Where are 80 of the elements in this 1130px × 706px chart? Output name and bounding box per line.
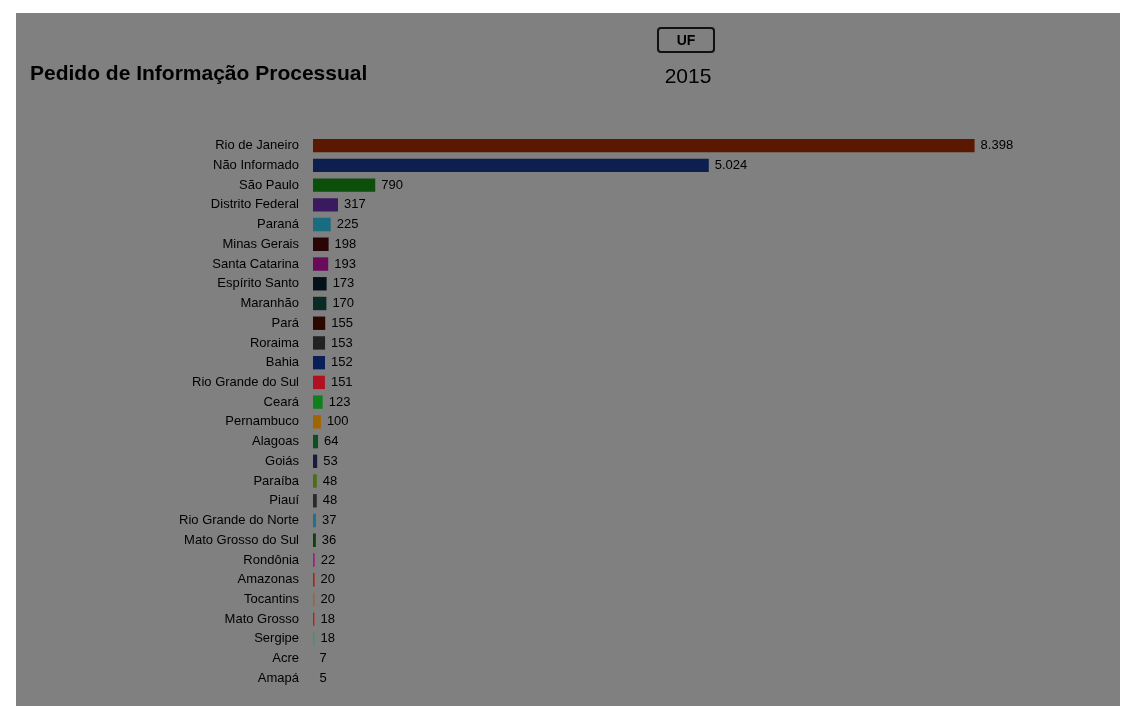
bar	[313, 316, 326, 330]
bar	[313, 375, 325, 390]
data-label: 22	[320, 551, 336, 567]
uf-button: UF	[657, 27, 715, 53]
data-label: 173	[332, 275, 355, 291]
y-tick-label: Sergipe	[254, 630, 299, 646]
bar	[313, 474, 317, 488]
y-tick-label: Goiás	[265, 452, 300, 468]
data-label: 36	[321, 531, 337, 547]
bar	[313, 395, 323, 409]
data-label: 5	[319, 669, 327, 685]
y-tick-label: Santa Catarina	[212, 255, 300, 271]
y-tick-label: Amapá	[257, 669, 300, 685]
y-tick-label: Paraíba	[253, 472, 300, 488]
data-label: 193	[334, 255, 356, 271]
y-tick-label: Alagoas	[252, 433, 300, 449]
y-tick-label: Pernambuco	[225, 413, 299, 429]
bar	[313, 513, 316, 528]
y-tick-label: Bahia	[265, 354, 300, 370]
bar	[313, 257, 329, 271]
y-tick-label: Rio de Janeiro	[215, 137, 299, 153]
y-tick-label: Rio Grande do Sul	[192, 373, 300, 389]
data-label: 48	[322, 492, 338, 508]
y-tick-label: Paraná	[257, 216, 300, 232]
data-label: 123	[328, 393, 351, 409]
data-label: 152	[330, 354, 353, 370]
y-tick-label: Minas Gerais	[222, 235, 300, 251]
bar	[313, 178, 376, 192]
bar	[313, 415, 321, 429]
y-tick-label: Rondônia	[243, 551, 300, 567]
bar	[313, 138, 975, 153]
chart-title: Pedido de Informação Processual	[30, 61, 368, 85]
data-label: 155	[331, 314, 353, 330]
y-tick-label: Roraima	[249, 334, 300, 350]
bar	[313, 533, 316, 547]
bar	[313, 198, 338, 212]
data-label: 20	[320, 571, 336, 587]
bar	[313, 494, 317, 508]
y-tick-label: Acre	[272, 650, 299, 666]
y-tick-label: Tocantins	[244, 591, 300, 606]
data-label: 7	[319, 650, 327, 666]
data-label: 18	[320, 610, 335, 626]
y-tick-label: Amazonas	[237, 571, 300, 587]
data-label: 20	[320, 591, 336, 606]
data-label: 100	[326, 413, 349, 429]
bar	[313, 277, 327, 291]
y-tick-label: São Paulo	[239, 176, 299, 192]
y-tick-label: Não Informado	[213, 156, 299, 172]
data-label: 790	[381, 176, 403, 192]
bar	[313, 454, 318, 469]
data-label: 225	[336, 216, 359, 232]
bar	[313, 237, 329, 252]
data-label: 37	[321, 512, 337, 528]
data-label: 151	[330, 373, 353, 389]
bar	[313, 336, 326, 350]
data-label: 5.024	[714, 156, 748, 172]
data-label: 64	[324, 433, 339, 449]
data-label: 18	[320, 630, 335, 646]
data-label: 48	[322, 472, 338, 488]
y-tick-label: Rio Grande do Norte	[179, 512, 299, 528]
data-label: 170	[332, 295, 355, 311]
data-label: 53	[323, 452, 338, 468]
y-tick-label: Distrito Federal	[210, 196, 300, 212]
bar	[313, 296, 327, 311]
y-tick-label: Maranhão	[240, 295, 299, 311]
data-label: 8.398	[980, 137, 1014, 153]
bar	[313, 355, 325, 370]
chart-subtitle: 2015	[663, 64, 713, 88]
y-tick-label: Espírito Santo	[217, 275, 299, 291]
data-label: 153	[331, 334, 353, 350]
data-label: 198	[334, 235, 357, 251]
y-tick-label: Piauí	[269, 492, 300, 508]
bar	[313, 217, 331, 232]
data-label: 317	[343, 196, 366, 212]
y-tick-label: Mato Grosso do Sul	[184, 531, 300, 547]
bar	[313, 434, 319, 449]
y-tick-label: Mato Grosso	[224, 610, 299, 626]
bar	[313, 158, 709, 173]
y-tick-label: Pará	[271, 314, 300, 330]
y-tick-label: Ceará	[263, 393, 300, 409]
